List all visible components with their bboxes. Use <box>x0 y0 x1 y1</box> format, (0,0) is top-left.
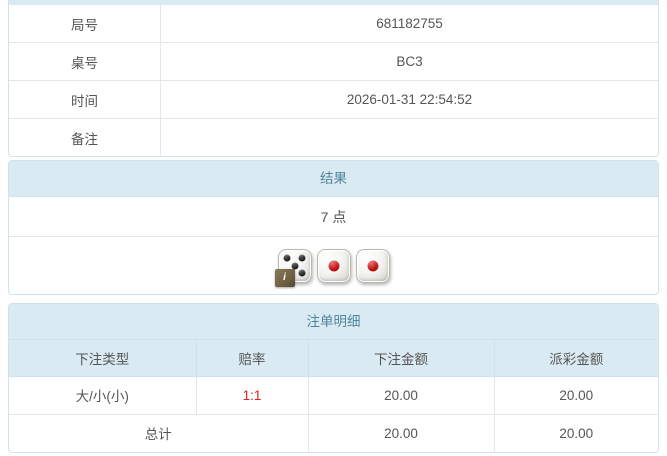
die-pip <box>367 260 378 271</box>
die-1: i <box>274 248 312 287</box>
result-panel: 结果 7 点 i <box>8 160 659 295</box>
cell-total-payout: 20.00 <box>559 425 594 441</box>
table-header-row: 下注类型 赔率 下注金额 派彩金额 <box>9 340 658 377</box>
die-pip <box>298 254 306 262</box>
info-value-remark <box>161 119 658 156</box>
info-row: 备注 <box>9 119 658 156</box>
info-label-remark: 备注 <box>9 119 161 156</box>
info-label-table-number: 桌号 <box>9 43 161 80</box>
cell-stake: 20.00 <box>308 376 495 415</box>
info-value-round-number: 681182755 <box>376 16 443 31</box>
column-header-odds: 赔率 <box>196 340 309 377</box>
die-pip <box>291 262 298 269</box>
cell-total-stake: 20.00 <box>308 414 495 452</box>
column-header-stake: 下注金额 <box>308 340 495 377</box>
info-badge-icon[interactable]: i <box>274 268 295 287</box>
info-row: 局号 681182755 <box>9 5 658 43</box>
result-total-points: 7 点 <box>9 197 658 237</box>
info-label-time: 时间 <box>9 81 161 118</box>
cell-odds: 1:1 <box>196 376 309 415</box>
dice-row: i <box>9 237 658 294</box>
die-2 <box>316 248 351 283</box>
die-pip <box>283 254 291 262</box>
column-header-bet-type: 下注类型 <box>9 340 197 377</box>
die-pip <box>298 269 306 277</box>
bet-detail-panel: 注单明细 下注类型 赔率 下注金额 派彩金额 大/小(小) 1:1 <box>8 303 659 453</box>
info-row: 时间 2026-01-31 22:54:52 <box>9 81 658 119</box>
scrolled-header-sliver <box>8 0 659 5</box>
info-value-table-number: BC3 <box>396 54 423 69</box>
info-row: 桌号 BC3 <box>9 43 658 81</box>
bet-detail-table: 下注类型 赔率 下注金额 派彩金额 大/小(小) 1:1 20.00 20.00… <box>9 340 658 452</box>
info-label-round-number: 局号 <box>9 5 161 42</box>
round-info-panel: 局号 681182755 桌号 BC3 时间 2026-01-31 22:54:… <box>8 5 659 157</box>
column-header-payout: 派彩金额 <box>494 340 658 377</box>
info-value-time: 2026-01-31 22:54:52 <box>346 92 473 107</box>
cell-total-label: 总计 <box>9 414 309 452</box>
cell-bet-type: 大/小(小) <box>9 376 197 415</box>
bet-detail-section-title: 注单明细 <box>9 304 658 340</box>
die-pip <box>328 260 339 271</box>
cell-payout: 20.00 <box>494 376 658 415</box>
table-total-row: 总计 20.00 20.00 <box>9 414 658 452</box>
die-3 <box>355 248 390 283</box>
table-row: 大/小(小) 1:1 20.00 20.00 <box>9 376 658 415</box>
result-section-title: 结果 <box>9 161 658 197</box>
